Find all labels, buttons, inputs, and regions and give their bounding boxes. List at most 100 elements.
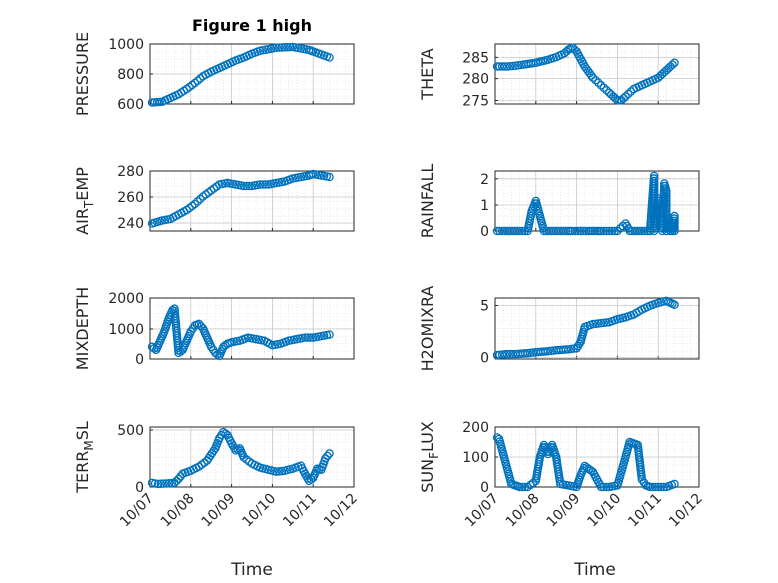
data-point bbox=[668, 60, 677, 69]
y-axis-label: MIXDEPTH bbox=[73, 287, 92, 370]
data-point bbox=[588, 73, 598, 83]
data-point bbox=[670, 479, 679, 489]
y-tick-label: 100 bbox=[462, 450, 489, 466]
data-point bbox=[613, 226, 622, 236]
x-axis-label-left: Time bbox=[230, 560, 273, 580]
x-tick-label: 10/08 bbox=[158, 491, 198, 531]
data-point bbox=[193, 76, 202, 86]
axes-box bbox=[149, 43, 355, 105]
y-tick-label: 2000 bbox=[108, 291, 144, 307]
y-axis-label: THETA bbox=[418, 48, 437, 100]
x-tick-label: 10/12 bbox=[321, 491, 361, 531]
data-point bbox=[624, 89, 633, 99]
x-tick-label: 10/11 bbox=[625, 491, 665, 531]
data-point bbox=[607, 226, 617, 236]
data-point bbox=[599, 226, 609, 236]
data-point bbox=[285, 42, 295, 52]
y-tick-label: 275 bbox=[462, 94, 489, 110]
data-point bbox=[594, 319, 603, 328]
data-point bbox=[523, 348, 532, 358]
data-point bbox=[520, 482, 530, 492]
data-point bbox=[325, 53, 334, 62]
y-tick-label: 280 bbox=[462, 72, 489, 88]
y-axis-label: TERRMSL bbox=[73, 421, 96, 494]
data-point bbox=[502, 62, 512, 71]
data-point bbox=[512, 226, 522, 236]
subplot-h2omixra: 0 5 H2OMIXRA bbox=[418, 286, 700, 371]
data-point bbox=[656, 482, 666, 492]
x-tick-label: 10/10 bbox=[584, 491, 624, 531]
x-tick-label: 10/11 bbox=[280, 491, 320, 531]
data-point bbox=[303, 333, 313, 342]
data-point bbox=[594, 78, 603, 88]
data-point bbox=[596, 482, 606, 492]
data-point bbox=[245, 181, 254, 191]
y-tick-label: 600 bbox=[117, 97, 144, 113]
data-point bbox=[587, 71, 596, 80]
y-axis-label: PRESSURE bbox=[73, 32, 92, 116]
data-point bbox=[193, 197, 202, 206]
data-point bbox=[153, 479, 163, 489]
y-tick-label: 200 bbox=[462, 420, 489, 436]
data-point bbox=[610, 226, 619, 236]
data-point bbox=[190, 78, 200, 88]
x-axis-label-right: Time bbox=[573, 560, 616, 580]
data-point bbox=[543, 347, 553, 356]
data-point bbox=[596, 81, 606, 90]
data-point bbox=[239, 181, 249, 191]
data-point bbox=[258, 180, 268, 189]
data-point bbox=[602, 318, 611, 327]
data-point bbox=[162, 479, 171, 488]
x-tick-label: 10/09 bbox=[199, 491, 239, 531]
data-point bbox=[659, 482, 668, 492]
subplot-terr-msl: 0 500 TERRMSL 10/07 10/08 10/09 10/10 10/11 10/1… bbox=[73, 421, 361, 530]
data-point bbox=[670, 226, 679, 236]
y-tick-label: 1000 bbox=[108, 322, 144, 338]
data-point bbox=[156, 479, 166, 489]
y-axis-label: SUNFLUX bbox=[418, 421, 441, 493]
data-point bbox=[323, 451, 332, 461]
data-point bbox=[167, 478, 177, 488]
x-tick-label: 10/10 bbox=[239, 491, 279, 531]
data-point bbox=[325, 449, 334, 458]
data-point bbox=[566, 344, 576, 354]
data-point bbox=[325, 172, 334, 182]
subplot-theta: 275 280 285 THETA bbox=[418, 43, 700, 110]
subplot-mixdepth: 0 1000 2000 MIXDEPTH bbox=[73, 287, 355, 370]
data-point bbox=[152, 97, 162, 107]
data-point bbox=[651, 482, 660, 492]
x-tick-label: 10/09 bbox=[544, 491, 584, 531]
y-axis-label: AIRTEMP bbox=[73, 167, 96, 235]
data-point bbox=[283, 42, 292, 52]
data-point bbox=[576, 226, 585, 236]
y-tick-label: 1 bbox=[480, 198, 489, 214]
x-tick-label: 10/07 bbox=[117, 491, 157, 531]
axes-box bbox=[149, 297, 355, 360]
data-point bbox=[502, 349, 512, 359]
y-tick-label: 0 bbox=[480, 351, 489, 367]
data-point bbox=[599, 482, 609, 492]
axes-box bbox=[494, 43, 700, 105]
data-point bbox=[588, 319, 598, 329]
data-point bbox=[242, 181, 251, 191]
y-tick-label: 1000 bbox=[108, 37, 144, 53]
y-axis-label: RAINFALL bbox=[418, 164, 437, 239]
data-point bbox=[618, 221, 628, 231]
x-tick-label: 10/12 bbox=[666, 491, 706, 531]
y-tick-label: 800 bbox=[117, 67, 144, 83]
y-tick-label: 285 bbox=[462, 50, 489, 66]
data-point bbox=[517, 482, 527, 492]
data-point bbox=[573, 226, 583, 236]
data-point bbox=[602, 86, 611, 95]
data-point bbox=[300, 333, 310, 342]
data-point bbox=[546, 346, 556, 356]
axes-box bbox=[149, 170, 355, 232]
data-point bbox=[648, 482, 658, 492]
data-point bbox=[505, 62, 515, 71]
data-point bbox=[602, 482, 611, 492]
data-point bbox=[159, 479, 168, 488]
data-point bbox=[526, 348, 535, 358]
data-point bbox=[280, 43, 289, 52]
data-point bbox=[570, 226, 580, 236]
